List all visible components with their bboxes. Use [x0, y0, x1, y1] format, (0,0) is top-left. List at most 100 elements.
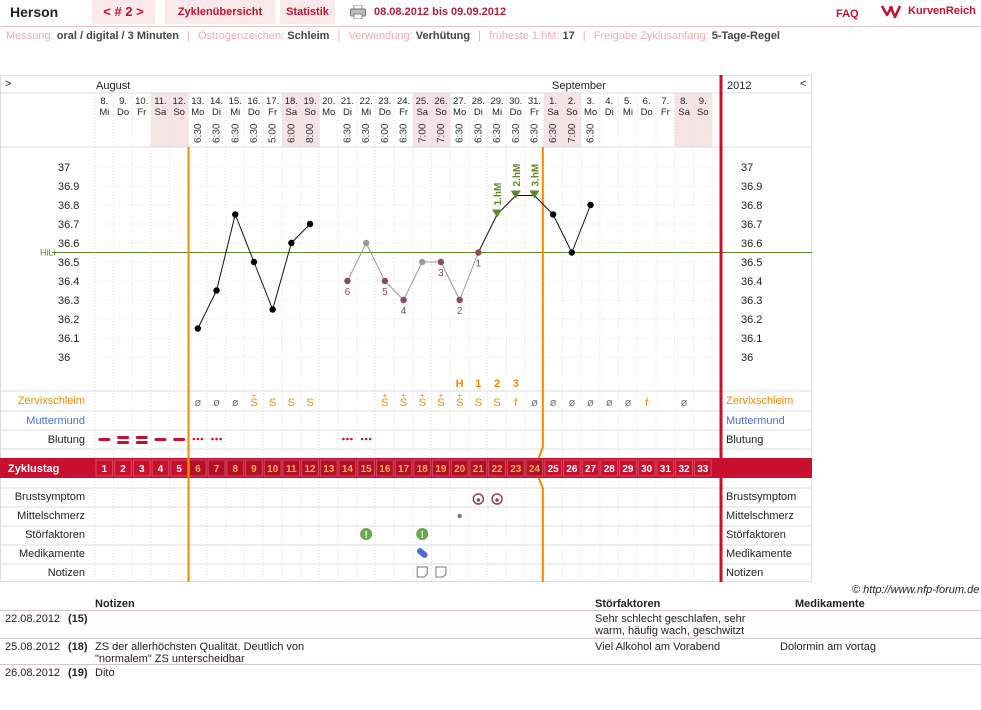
note-date: 26.08.2012 [5, 667, 61, 679]
day-weekday: Di [343, 107, 352, 118]
measure-time: 6:00 [286, 123, 297, 143]
measure-time: 5:00 [268, 123, 279, 143]
lower-measurement-label: 5 [382, 287, 388, 298]
cycle-day-cell [95, 459, 114, 477]
note-cycle-day: (15) [68, 613, 88, 625]
bleeding-spot [200, 437, 204, 441]
row-label-cervix-right: Muttermund [726, 415, 785, 427]
temperature-point [587, 201, 594, 209]
y-tick-right: 36.9 [741, 181, 762, 193]
meds-header: Medikamente [795, 598, 865, 610]
cycle-day-number: 18 [417, 464, 429, 475]
cycle-day-cell [525, 459, 544, 477]
mucus-symbol: f [645, 397, 649, 409]
cycle-day-cell [132, 459, 151, 477]
breast-symptom-icon-dot [495, 498, 499, 502]
cycle-day-number: 16 [379, 464, 391, 475]
lower-measurement-label: 4 [401, 306, 407, 317]
temperature-point [344, 277, 351, 285]
cycle-day-number: 27 [585, 464, 597, 475]
temperature-segment [459, 252, 479, 301]
measure-time: 6:30 [455, 123, 466, 143]
info-value: 17 [562, 30, 575, 42]
measure-time: 7:00 [436, 123, 447, 143]
note-icon [416, 566, 428, 578]
bleeding-heavy [135, 436, 148, 439]
y-tick-right: 36.5 [741, 257, 762, 269]
day-weekday: Sa [678, 107, 690, 118]
row-label-cycle-day: Zyklustag [8, 463, 59, 475]
cycle-day-cell [619, 459, 637, 477]
lower-measurement-label: 6 [345, 287, 351, 298]
measure-time: 6:30 [586, 123, 597, 143]
cycle-day-number: 24 [529, 464, 541, 475]
temperature-point-high [510, 190, 521, 199]
cycle-day-cell [563, 459, 581, 477]
peak-mark: H [456, 378, 464, 390]
note-icon [435, 566, 447, 578]
day-date: 17. [266, 96, 279, 107]
cycle-day-number: 1 [102, 464, 108, 475]
y-tick-left: 36 [58, 352, 70, 364]
copyright-link[interactable]: © http://www.nfp-forum.de [852, 584, 980, 596]
row-label-bleeding: Blutung [48, 434, 85, 446]
row-label-breast-right: Brustsymptom [726, 491, 796, 503]
day-weekday: Mi [99, 107, 109, 118]
temperature-point [568, 249, 576, 256]
day-date: 26. [434, 96, 447, 107]
info-label: Messung: [6, 30, 54, 42]
row-label-disturb-right: Störfaktoren [726, 529, 786, 541]
info-value: 5-Tage-Regel [711, 30, 780, 42]
day-date: 8. [100, 96, 108, 107]
bleeding-spot [346, 437, 349, 441]
separator: | [582, 30, 586, 42]
brand-name[interactable]: KurvenReich [908, 5, 976, 17]
cycle-day-cell [581, 459, 600, 477]
cycle-day-cell [338, 459, 357, 477]
day-date: 3. [587, 96, 595, 107]
chart-frame [0, 75, 812, 582]
day-weekday: Do [510, 107, 522, 118]
row-label-cervix: Muttermund [26, 415, 85, 427]
chart-nav-right: < [800, 78, 806, 90]
cycle-navigator[interactable]: < # 2 > [92, 0, 155, 24]
measure-time: 6:00 [380, 123, 391, 143]
temperature-segment [290, 223, 311, 244]
bleeding-spot [215, 437, 218, 441]
mucus-symbol: f [514, 397, 518, 409]
day-weekday: Mi [623, 107, 633, 118]
row-label-meds-right: Medikamente [726, 548, 792, 560]
y-tick-left: 37 [58, 162, 70, 174]
day-weekday: Mo [584, 107, 597, 118]
peak-mark: 2 [494, 378, 500, 390]
day-weekday: Do [248, 107, 260, 118]
printer-icon[interactable] [350, 5, 366, 19]
bleeding-spot [192, 437, 196, 441]
temperature-point-high [529, 190, 540, 199]
breast-symptom-icon [472, 493, 485, 505]
cycle-day-cell [319, 459, 338, 477]
day-weekday: So [697, 107, 709, 118]
tab-statistics[interactable]: Statistik [280, 0, 335, 24]
mucus-symbol: ø [531, 397, 538, 409]
date-range: 08.08.2012 bis 09.09.2012 [374, 6, 507, 18]
month-label: September [552, 80, 606, 92]
separator: | [337, 30, 341, 42]
cycle-day-number: 19 [435, 464, 447, 475]
bleeding-spot [219, 437, 222, 441]
faq-link[interactable]: FAQ [836, 8, 859, 20]
peak-mark: 3 [513, 378, 519, 390]
y-tick-right: 36.7 [741, 219, 762, 231]
table-row: 25.08.2012 (18) ZS der allerhöchsten Qua… [0, 638, 981, 665]
measure-time: 6:30 [473, 123, 484, 143]
mucus-plus: + [420, 391, 425, 400]
mucus-symbol: S [306, 397, 313, 409]
row-label-mucus: Zervixschleim [18, 395, 85, 407]
measure-time: 6:30 [361, 123, 372, 143]
tab-cycle-overview[interactable]: Zyklenübersicht [165, 0, 275, 24]
row-label-mucus-right: Zervixschleim [726, 395, 793, 407]
temperature-segment [403, 261, 423, 301]
top-bar: Herson < # 2 > Zyklenübersicht Statistik… [0, 0, 981, 27]
day-weekday: Di [212, 107, 221, 118]
mucus-symbol: ø [587, 397, 594, 409]
